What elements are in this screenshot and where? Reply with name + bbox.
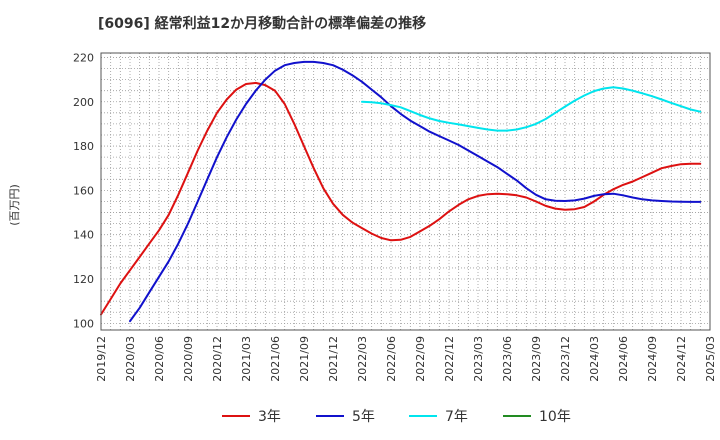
grid-lines — [100, 53, 711, 330]
x-tick-label: 2019/12 — [95, 336, 108, 382]
legend-label: 10年 — [539, 409, 571, 425]
y-tick-label: 160 — [73, 184, 94, 197]
x-tick-label: 2020/12 — [211, 336, 224, 382]
legend-label: 3年 — [258, 409, 281, 425]
x-tick-label: 2023/09 — [530, 336, 543, 382]
series-line-2 — [361, 86, 702, 132]
y-tick-label: 140 — [73, 229, 94, 242]
axes: 100 120 140 160 180 200 220 2019/12 2020/03 2020/… — [73, 51, 717, 381]
legend: 3年 5年 7年 10年 — [0, 404, 720, 428]
chart-title: [6096] 経常利益12か月移動合計の標準偏差の推移 — [98, 16, 427, 32]
x-tick-label: 2020/03 — [124, 336, 137, 382]
legend-swatch — [409, 415, 437, 417]
x-tick-label: 2023/03 — [472, 336, 485, 382]
legend-item-1: 5年 — [316, 404, 375, 428]
x-tick-label: 2023/06 — [501, 336, 514, 382]
x-tick-label: 2021/12 — [327, 336, 340, 382]
x-tick-label: 2024/12 — [675, 336, 688, 382]
x-tick-label: 2022/12 — [443, 336, 456, 382]
y-tick-label: 200 — [73, 96, 94, 109]
x-tick-label: 2025/03 — [704, 336, 717, 382]
x-tick-label: 2024/03 — [588, 336, 601, 382]
x-tick-label: 2024/06 — [617, 336, 630, 382]
x-tick-label: 2023/12 — [559, 336, 572, 382]
x-tick-label: 2020/06 — [153, 336, 166, 382]
x-tick-label: 2021/03 — [240, 336, 253, 382]
x-tick-label: 2022/03 — [356, 336, 369, 382]
plot-frame — [100, 52, 711, 331]
x-tick-label: 2024/09 — [646, 336, 659, 382]
y-tick-label: 180 — [73, 140, 94, 153]
x-tick-label: 2020/09 — [182, 336, 195, 382]
x-tick-label: 2022/09 — [414, 336, 427, 382]
series-line-0 — [100, 81, 702, 316]
legend-item-3: 10年 — [503, 404, 571, 428]
series-lines — [100, 60, 702, 323]
x-tick-label: 2021/06 — [269, 336, 282, 382]
legend-label: 5年 — [352, 409, 375, 425]
legend-item-2: 7年 — [409, 404, 468, 428]
y-tick-label: 220 — [73, 51, 94, 64]
series-line-1 — [129, 60, 702, 323]
x-tick-label: 2021/09 — [298, 336, 311, 382]
legend-label: 7年 — [445, 409, 468, 425]
legend-swatch — [503, 415, 531, 417]
x-tick-label: 2022/06 — [385, 336, 398, 382]
legend-swatch — [316, 415, 344, 417]
legend-item-0: 3年 — [222, 404, 281, 428]
y-tick-label: 100 — [73, 317, 94, 330]
legend-swatch — [222, 415, 250, 417]
y-tick-label: 120 — [73, 273, 94, 286]
